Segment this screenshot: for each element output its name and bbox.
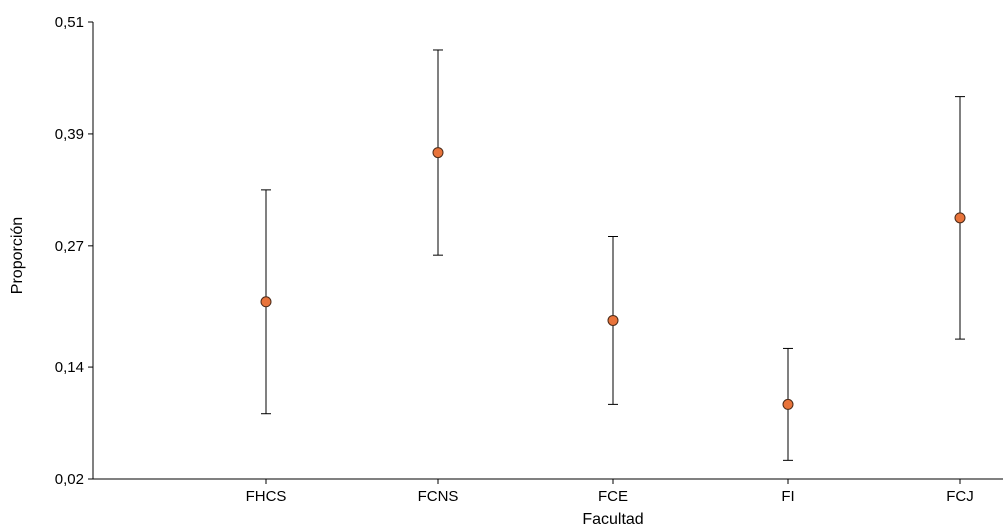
x-tick-label: FCNS: [418, 488, 459, 505]
y-axis-title: Proporción: [9, 217, 26, 294]
axes: [92, 22, 1003, 480]
x-tick-label: FCE: [598, 488, 628, 505]
y-tick-label: 0,51: [55, 14, 84, 31]
y-ticks: 0,02 0,14 0,27 0,39 0,51: [55, 14, 93, 488]
data-point: [782, 398, 794, 410]
x-tick-label: FI: [781, 488, 794, 505]
y-tick-label: 0,39: [55, 126, 84, 143]
data-point: [260, 296, 272, 308]
data-point: [432, 147, 444, 159]
y-tick-label: 0,14: [55, 359, 84, 376]
y-tick-label: 0,27: [55, 238, 84, 255]
data-point: [607, 314, 619, 326]
x-tick-label: FHCS: [246, 488, 287, 505]
x-tick-label: FCJ: [946, 488, 974, 505]
x-ticks: FHCS FCNS FCE FI FCJ: [246, 479, 974, 505]
error-bars: [261, 49, 965, 461]
data-points: [260, 147, 966, 410]
data-point: [954, 212, 966, 224]
y-tick-label: 0,02: [55, 471, 84, 488]
x-axis-title: Facultad: [582, 511, 643, 528]
